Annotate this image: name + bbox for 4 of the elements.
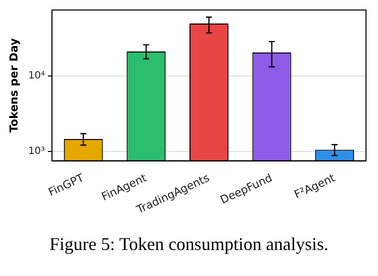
caption: Figure 5: Token consumption analysis. [48,234,330,255]
y-tick-label: 10⁴ [28,70,45,82]
y-tick-label: 10³ [28,146,45,157]
y-axis-title: Tokens per Day [7,38,20,133]
